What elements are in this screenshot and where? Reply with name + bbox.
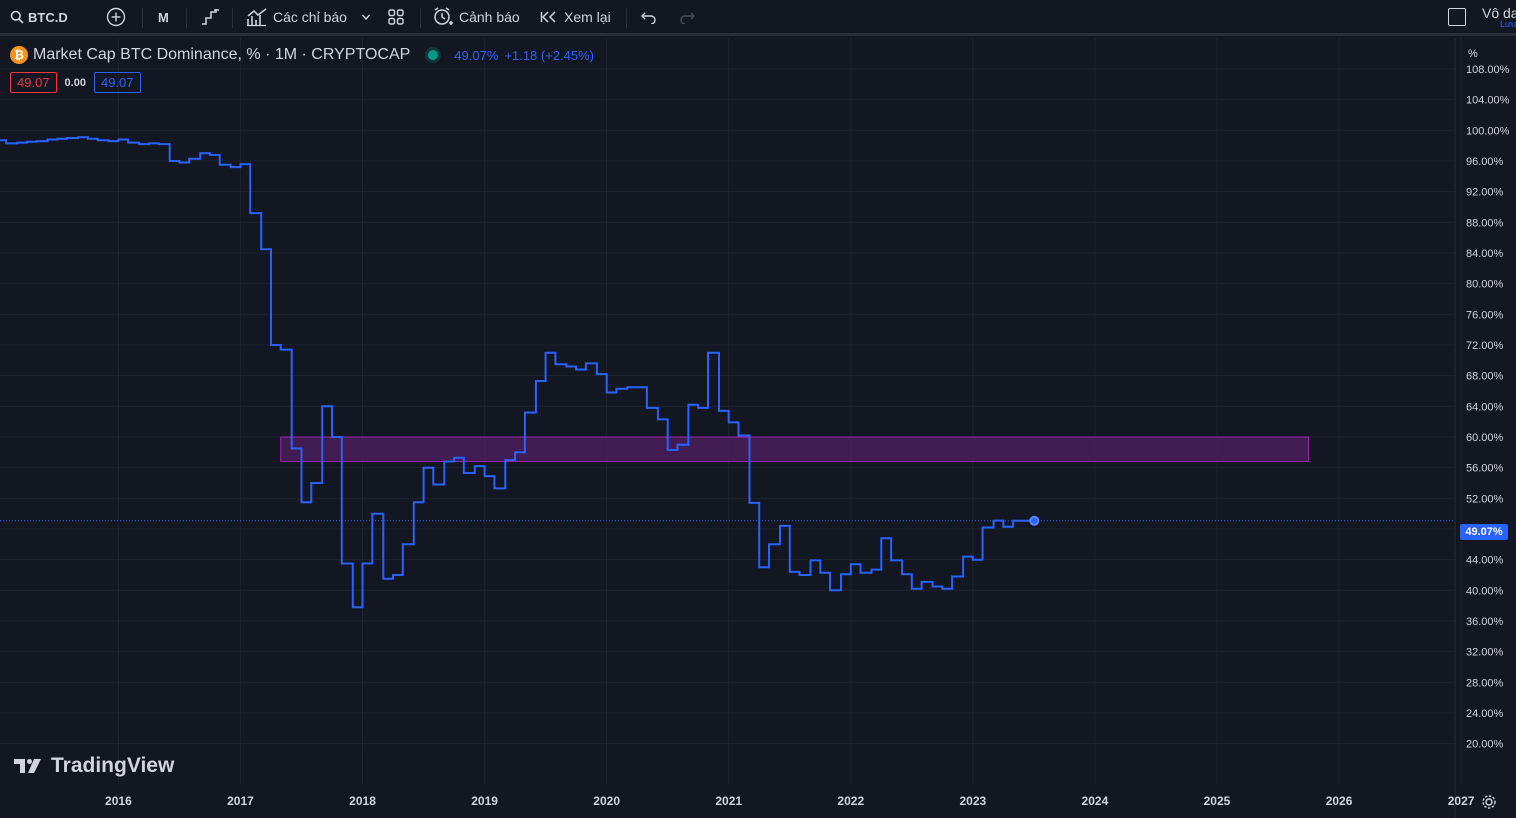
y-tick-label: 88.00% — [1466, 217, 1504, 229]
x-tick-label: 2017 — [227, 794, 254, 808]
y-tick-label: 52.00% — [1466, 493, 1504, 505]
y-tick-label: 100.00% — [1466, 125, 1510, 137]
x-tick-label: 2021 — [715, 794, 742, 808]
x-tick-label: 2025 — [1204, 794, 1231, 808]
tradingview-wordmark: TradingView — [51, 754, 175, 777]
top-toolbar: BTC.D M Các chỉ báo Cảnh báo Xem lại Vô … — [0, 0, 1516, 36]
y-tick-label: 36.00% — [1466, 616, 1504, 628]
toolbar-divider — [420, 8, 421, 28]
last-value-label: 49.07% — [454, 47, 499, 63]
layout-name[interactable]: Vô da — [1482, 5, 1516, 21]
x-tick-label: 2020 — [593, 794, 620, 808]
layouts-button[interactable] — [387, 0, 405, 34]
replay-label: Xem lại — [564, 9, 611, 25]
indicators-label: Các chỉ báo — [273, 9, 347, 25]
chart-grid — [0, 38, 1462, 784]
gear-icon[interactable] — [1481, 794, 1497, 810]
spread-value: 0.00 — [64, 76, 86, 89]
x-tick-label: 2026 — [1326, 794, 1353, 808]
toolbar-divider — [232, 8, 233, 28]
undo-icon — [641, 12, 656, 24]
x-tick-label: 2019 — [471, 794, 498, 808]
chart-style-button[interactable] — [200, 0, 220, 34]
alert-label: Cảnh báo — [459, 9, 520, 25]
symbol-search-button[interactable]: BTC.D — [10, 0, 68, 34]
tradingview-logo[interactable]: TradingView — [14, 754, 174, 778]
y-tick-label: 64.00% — [1466, 401, 1504, 413]
grid-icon — [388, 9, 404, 25]
plus-circle-icon — [106, 7, 126, 27]
rewind-icon — [540, 11, 556, 23]
last-value-dot — [1029, 515, 1040, 526]
y-tick-label: 60.00% — [1466, 432, 1504, 444]
search-icon — [10, 10, 24, 24]
last-price-tag: 49.07% — [1460, 524, 1508, 540]
y-tick-label: 24.00% — [1466, 708, 1504, 720]
chart-canvas[interactable]: 20.00% 24.00% 28.00% 32.00% 36.00% 40.00% 44.0… — [0, 38, 1516, 818]
toolbar-divider — [186, 8, 187, 28]
x-tick-label: 2023 — [959, 794, 986, 808]
alert-button[interactable]: Cảnh báo — [432, 0, 520, 34]
bitcoin-icon: ₿ — [10, 46, 28, 64]
x-tick-label: 2024 — [1082, 794, 1109, 808]
step-line-icon — [202, 9, 219, 25]
y-tick-label: 96.00% — [1466, 156, 1504, 168]
tradingview-icon — [14, 759, 41, 773]
x-tick-label: 2027 — [1448, 794, 1475, 808]
symbol-label: BTC.D — [28, 9, 68, 25]
series-points — [0, 137, 1024, 607]
y-tick-label: 108.00% — [1466, 64, 1510, 76]
toolbar-divider — [142, 8, 143, 28]
indicators-icon — [247, 8, 267, 27]
y-tick-label: 104.00% — [1466, 95, 1510, 107]
redo-button[interactable] — [678, 0, 696, 34]
indicators-button[interactable]: Các chỉ báo — [246, 0, 347, 34]
y-tick-label: 68.00% — [1466, 371, 1504, 383]
quote-boxes: 49.07 0.00 49.07 — [10, 72, 141, 93]
resistance-zone[interactable] — [280, 436, 1310, 463]
toolbar-divider — [626, 8, 627, 28]
y-tick-label: 80.00% — [1466, 279, 1504, 291]
indicators-dropdown[interactable] — [361, 0, 371, 34]
time-axis[interactable]: 2016 2017 2018 2019 2020 2021 2022 2023 2024 2025… — [105, 794, 1475, 808]
x-tick-label: 2016 — [105, 794, 132, 808]
y-tick-label: 40.00% — [1466, 585, 1504, 597]
y-tick-label: 92.00% — [1466, 187, 1504, 199]
undo-button[interactable] — [640, 0, 658, 34]
y-tick-label: 44.00% — [1466, 555, 1504, 567]
price-axis-unit: % — [1468, 48, 1478, 60]
series-line[interactable] — [0, 136, 1035, 609]
chart-pane[interactable]: 20.00% 24.00% 28.00% 32.00% 36.00% 40.00% 44.0… — [0, 38, 1516, 818]
x-tick-label: 2018 — [349, 794, 376, 808]
redo-icon — [680, 12, 695, 24]
chart-legend[interactable]: ₿ Market Cap BTC Dominance, % · 1M · CRY… — [10, 46, 594, 64]
y-tick-label: 32.00% — [1466, 647, 1504, 659]
replay-button[interactable]: Xem lại — [540, 0, 611, 34]
save-status: Lưu — [1500, 19, 1516, 29]
bid-box[interactable]: 49.07 — [10, 72, 57, 93]
y-tick-label: 76.00% — [1466, 309, 1504, 321]
ask-box[interactable]: 49.07 — [93, 72, 141, 93]
interval-button[interactable]: M — [158, 9, 169, 25]
price-axis[interactable]: 20.00% 24.00% 28.00% 32.00% 36.00% 40.00% 44.0… — [1466, 64, 1510, 751]
chevron-down-icon — [361, 14, 371, 21]
y-tick-label: 84.00% — [1466, 248, 1504, 260]
change-label: +1.18 (+2.45%) — [504, 47, 595, 63]
compare-symbol-button[interactable] — [106, 0, 126, 34]
y-tick-label: 56.00% — [1466, 463, 1504, 475]
market-status-dot — [428, 50, 439, 60]
y-tick-label: 28.00% — [1466, 677, 1504, 689]
alarm-clock-icon — [434, 7, 453, 25]
x-tick-label: 2022 — [837, 794, 864, 808]
y-tick-label: 20.00% — [1466, 739, 1504, 751]
y-tick-label: 72.00% — [1466, 340, 1504, 352]
series-title[interactable]: Market Cap BTC Dominance, % · 1M · CRYPT… — [33, 46, 411, 63]
checkbox-icon[interactable] — [1448, 8, 1466, 26]
